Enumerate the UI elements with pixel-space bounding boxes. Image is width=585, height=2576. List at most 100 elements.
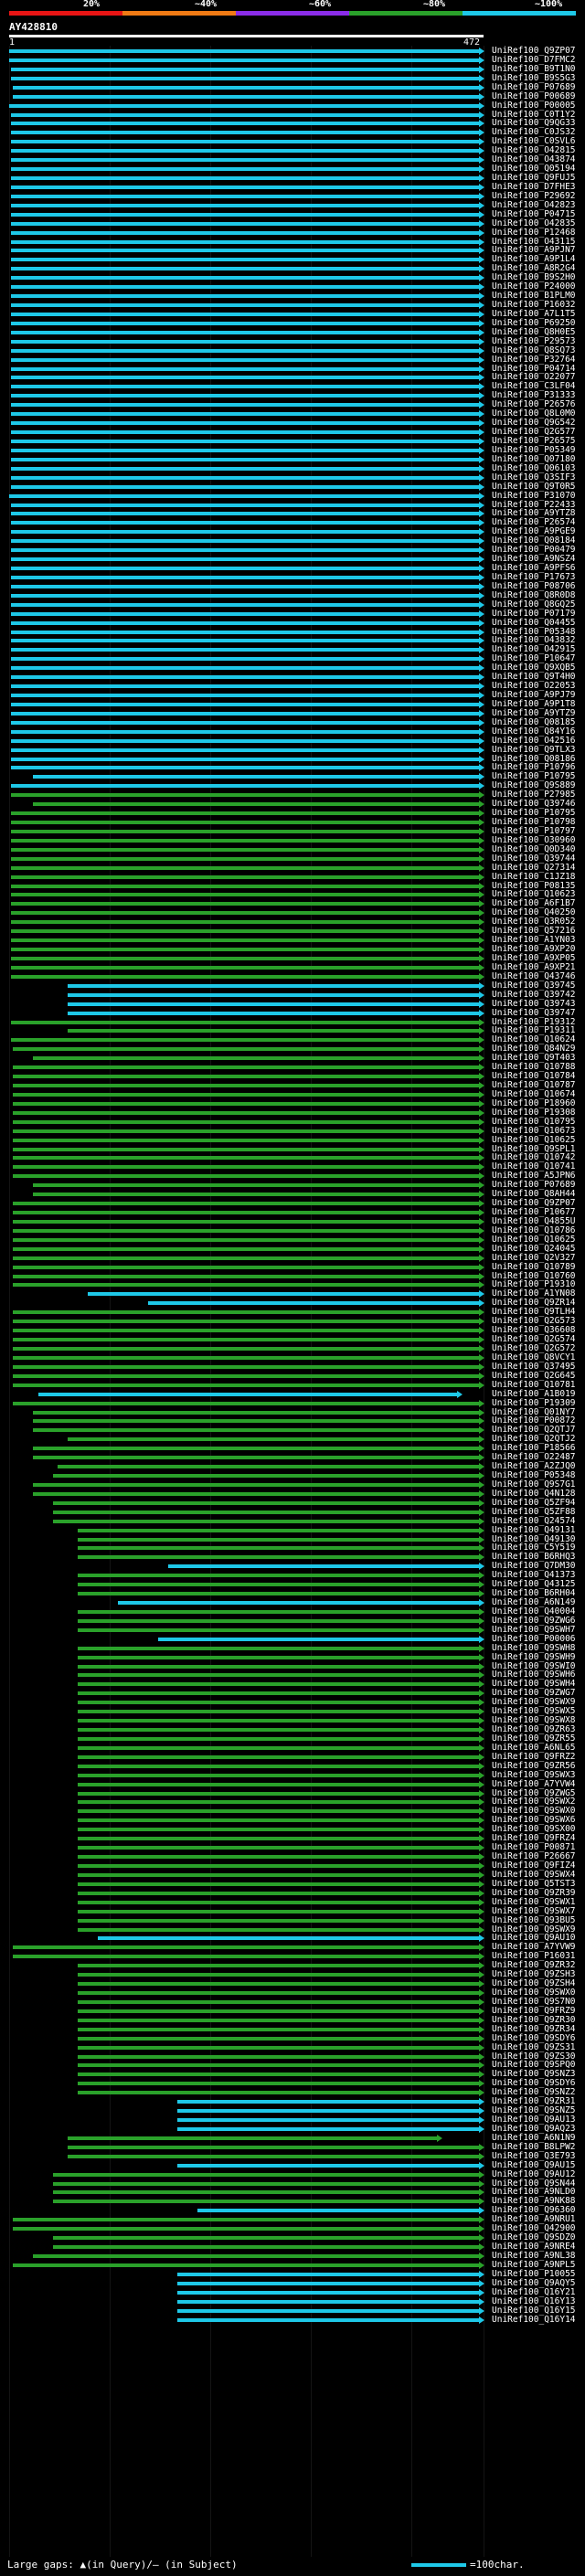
alignment-bar[interactable] xyxy=(13,85,479,90)
hit-label[interactable]: UniRef100_Q9SNZ3 xyxy=(492,2069,576,2080)
hit-label[interactable]: UniRef100_Q9SNZ2 xyxy=(492,2087,576,2098)
alignment-bar[interactable] xyxy=(11,149,479,154)
hit-row[interactable]: UniRef100_P00479 xyxy=(0,546,585,555)
hit-row[interactable]: UniRef100_Q2QTJ2 xyxy=(0,1435,585,1444)
hit-row[interactable]: UniRef100_P18960 xyxy=(0,1097,585,1108)
hit-label[interactable]: UniRef100_P22433 xyxy=(492,499,576,510)
hit-label[interactable]: UniRef100_P16032 xyxy=(492,300,576,311)
hit-row[interactable]: UniRef100_Q10788 xyxy=(0,1063,585,1072)
hit-label[interactable]: UniRef100_Q9AU10 xyxy=(492,1933,576,1944)
hit-label[interactable]: UniRef100_P18960 xyxy=(492,1097,576,1108)
hit-label[interactable]: UniRef100_P19311 xyxy=(492,1025,576,1036)
hit-row[interactable]: UniRef100_B1PLM0 xyxy=(0,292,585,301)
hit-row[interactable]: UniRef100_Q57216 xyxy=(0,927,585,936)
hit-row[interactable]: UniRef100_P00871 xyxy=(0,1843,585,1852)
alignment-bar[interactable] xyxy=(11,893,479,897)
hit-label[interactable]: UniRef100_P19308 xyxy=(492,1107,576,1118)
hit-row[interactable]: UniRef100_Q96360 xyxy=(0,2206,585,2215)
hit-row[interactable]: UniRef100_P31333 xyxy=(0,391,585,400)
hit-label[interactable]: UniRef100_P00479 xyxy=(492,545,576,556)
alignment-bar[interactable] xyxy=(13,2218,479,2222)
alignment-bar[interactable] xyxy=(33,1428,479,1433)
alignment-bar[interactable] xyxy=(11,294,479,299)
hit-label[interactable]: UniRef100_A9NRE4 xyxy=(492,2242,576,2253)
alignment-bar[interactable] xyxy=(13,1320,479,1324)
alignment-bar[interactable] xyxy=(53,2236,479,2241)
alignment-bar[interactable] xyxy=(13,1274,479,1278)
hit-label[interactable]: UniRef100_Q9SDY6 xyxy=(492,2078,576,2089)
hit-label[interactable]: UniRef100_B1PLM0 xyxy=(492,291,576,302)
alignment-bar[interactable] xyxy=(53,1519,479,1523)
alignment-bar[interactable] xyxy=(11,140,479,144)
alignment-bar[interactable] xyxy=(11,793,479,798)
alignment-bar[interactable] xyxy=(78,1927,479,1932)
hit-row[interactable]: UniRef100_Q39746 xyxy=(0,800,585,809)
alignment-bar[interactable] xyxy=(13,1156,479,1161)
alignment-bar[interactable] xyxy=(11,385,479,389)
hit-row[interactable]: UniRef100_Q9AU13 xyxy=(0,2115,585,2125)
alignment-bar[interactable] xyxy=(33,1056,479,1061)
hit-row[interactable]: UniRef100_Q10742 xyxy=(0,1153,585,1162)
hit-label[interactable]: UniRef100_P08706 xyxy=(492,580,576,591)
hit-row[interactable]: UniRef100_Q4855U xyxy=(0,1216,585,1226)
hit-row[interactable]: UniRef100_P10798 xyxy=(0,818,585,827)
hit-row[interactable]: UniRef100_O30960 xyxy=(0,834,585,845)
hit-label[interactable]: UniRef100_Q36608 xyxy=(492,1325,576,1336)
hit-label[interactable]: UniRef100_Q9AU12 xyxy=(492,2168,576,2179)
hit-row[interactable]: UniRef100_Q5ZF88 xyxy=(0,1507,585,1517)
alignment-bar[interactable] xyxy=(13,1101,479,1106)
hit-row[interactable]: UniRef100_Q2G574 xyxy=(0,1335,585,1344)
alignment-bar[interactable] xyxy=(53,1510,479,1514)
hit-row[interactable]: UniRef100_A9NSZ4 xyxy=(0,555,585,564)
hit-label[interactable]: UniRef100_P19310 xyxy=(492,1279,576,1290)
alignment-bar[interactable] xyxy=(13,1211,479,1215)
hit-label[interactable]: UniRef100_Q24574 xyxy=(492,1515,576,1526)
hit-label[interactable]: UniRef100_Q10781 xyxy=(492,1379,576,1390)
hit-label[interactable]: UniRef100_Q9FRZ9 xyxy=(492,2005,576,2016)
hit-row[interactable]: UniRef100_A7L1T5 xyxy=(0,309,585,319)
alignment-bar[interactable] xyxy=(11,249,479,253)
alignment-bar[interactable] xyxy=(11,948,479,952)
hit-label[interactable]: UniRef100_Q10787 xyxy=(492,1080,576,1091)
hit-row[interactable]: UniRef100_Q9FRZ4 xyxy=(0,1834,585,1843)
hit-row[interactable]: UniRef100_P16031 xyxy=(0,1952,585,1961)
hit-label[interactable]: UniRef100_A9NSZ4 xyxy=(492,554,576,565)
hit-label[interactable]: UniRef100_Q2G574 xyxy=(492,1334,576,1345)
hit-label[interactable]: UniRef100_Q9T403 xyxy=(492,1053,576,1064)
hit-label[interactable]: UniRef100_Q10625 xyxy=(492,1134,576,1145)
alignment-bar[interactable] xyxy=(78,1646,479,1650)
hit-label[interactable]: UniRef100_A1B019 xyxy=(492,1388,576,1399)
hit-row[interactable]: UniRef100_B6RH04 xyxy=(0,1589,585,1598)
alignment-bar[interactable] xyxy=(78,1664,479,1669)
alignment-bar[interactable] xyxy=(11,666,479,671)
hit-row[interactable]: UniRef100_Q9ZP07 xyxy=(0,47,585,56)
hit-row[interactable]: UniRef100_P16032 xyxy=(0,301,585,310)
hit-label[interactable]: UniRef100_A6N149 xyxy=(492,1597,576,1608)
hit-row[interactable]: UniRef100_Q9ZWG5 xyxy=(0,1788,585,1798)
hit-row[interactable]: UniRef100_Q10760 xyxy=(0,1270,585,1281)
hit-row[interactable]: UniRef100_Q10795 xyxy=(0,1117,585,1127)
hit-label[interactable]: UniRef100_Q9SWH6 xyxy=(492,1670,576,1680)
hit-row[interactable]: UniRef100_Q5ZF94 xyxy=(0,1498,585,1508)
hit-label[interactable]: UniRef100_B9S5G3 xyxy=(492,72,576,83)
alignment-bar[interactable] xyxy=(11,548,479,553)
alignment-bar[interactable] xyxy=(78,2082,479,2086)
hit-label[interactable]: UniRef100_Q49131 xyxy=(492,1524,576,1535)
hit-row[interactable]: UniRef100_Q9FIZ4 xyxy=(0,1861,585,1871)
alignment-bar[interactable] xyxy=(13,2263,479,2267)
hit-row[interactable]: UniRef100_Q9SWX4 xyxy=(0,1870,585,1880)
hit-label[interactable]: UniRef100_Q9FRZ2 xyxy=(492,1751,576,1762)
hit-row[interactable]: UniRef100_Q9T0R5 xyxy=(0,482,585,492)
hit-row[interactable]: UniRef100_D7FMC2 xyxy=(0,55,585,65)
hit-label[interactable]: UniRef100_Q2G573 xyxy=(492,1316,576,1327)
hit-label[interactable]: UniRef100_O30960 xyxy=(492,834,576,845)
alignment-bar[interactable] xyxy=(13,1047,479,1052)
hit-row[interactable]: UniRef100_Q36608 xyxy=(0,1326,585,1335)
hit-label[interactable]: UniRef100_Q10760 xyxy=(492,1270,576,1281)
alignment-bar[interactable] xyxy=(78,1583,479,1587)
hit-label[interactable]: UniRef100_Q43125 xyxy=(492,1579,576,1590)
hit-row[interactable]: UniRef100_P31070 xyxy=(0,491,585,501)
hit-label[interactable]: UniRef100_Q9SWH4 xyxy=(492,1679,576,1690)
alignment-bar[interactable] xyxy=(11,929,479,934)
hit-label[interactable]: UniRef100_P17673 xyxy=(492,571,576,582)
